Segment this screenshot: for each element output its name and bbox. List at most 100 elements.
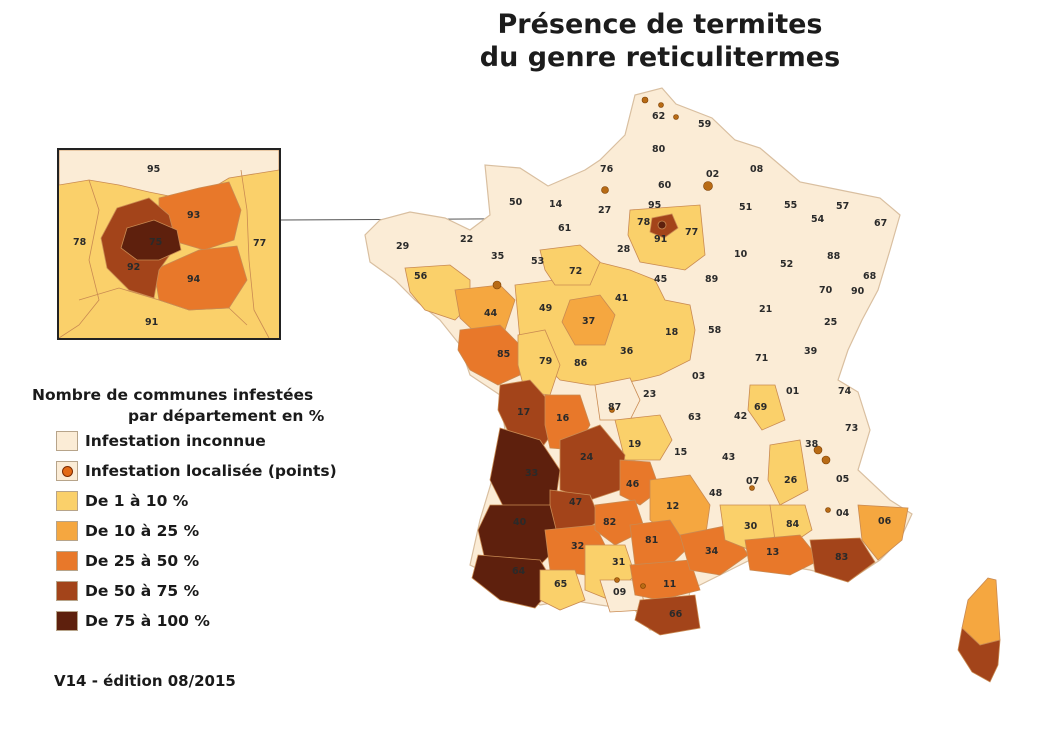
dep-label: 88 <box>827 251 841 262</box>
dep-label: 78 <box>637 217 651 228</box>
region-37 <box>561 294 616 346</box>
dep-label: 49 <box>539 303 552 314</box>
legend-label: Infestation inconnue <box>85 432 266 450</box>
dep-label: 73 <box>845 423 858 434</box>
dep-label: 72 <box>569 266 582 277</box>
region-64 <box>471 554 556 609</box>
dep-label: 81 <box>645 535 658 546</box>
legend-label: De 1 à 10 % <box>85 492 189 510</box>
dep-label: 05 <box>836 474 849 485</box>
inset-border-east <box>240 169 270 338</box>
dep-label: 08 <box>750 164 764 175</box>
dep-label: 09 <box>613 587 626 598</box>
dep-label: 91 <box>654 234 667 245</box>
point-62a <box>641 96 649 104</box>
dep-label: 57 <box>836 201 849 212</box>
legend: Nombre de communes infestées par départe… <box>32 385 392 637</box>
region-06 <box>857 504 909 561</box>
dep-label: 32 <box>571 541 584 552</box>
dep-label: 60 <box>658 180 672 191</box>
dep-label: 71 <box>755 353 768 364</box>
dep-label: 65 <box>554 579 567 590</box>
region-26 <box>767 439 809 506</box>
department-labels: 62 59 80 76 02 08 60 50 14 27 95 51 55 5… <box>396 111 892 620</box>
dep-label: 42 <box>734 411 747 422</box>
dep-label: 03 <box>692 371 705 382</box>
dep-label: 74 <box>838 386 852 397</box>
dep-label: 28 <box>617 244 631 255</box>
legend-item-50-75: De 50 à 75 % <box>56 577 392 607</box>
inset-label-75: 75 <box>149 237 162 248</box>
legend-item-75-100: De 75 à 100 % <box>56 607 392 637</box>
dep-label: 68 <box>863 271 877 282</box>
region-idf-outer <box>627 204 706 271</box>
point-62c <box>673 114 679 120</box>
point-07 <box>749 485 755 491</box>
dep-label: 63 <box>688 412 701 423</box>
dep-label: 79 <box>539 356 552 367</box>
dep-label: 37 <box>582 316 595 327</box>
dep-label: 29 <box>396 241 409 252</box>
dep-label: 24 <box>580 452 594 463</box>
dep-label: 53 <box>531 256 544 267</box>
region-75 <box>657 220 667 230</box>
dep-label: 56 <box>414 271 428 282</box>
point-09a <box>614 577 620 583</box>
paris-inset: 95 78 75 92 93 94 91 77 <box>57 148 281 340</box>
dep-label: 51 <box>739 202 752 213</box>
legend-swatch <box>56 461 78 481</box>
map-title-line1: Présence de termites <box>497 9 823 40</box>
dep-label: 46 <box>626 479 640 490</box>
dep-label: 43 <box>722 452 735 463</box>
region-81 <box>629 519 689 571</box>
inset-border-south <box>78 287 248 326</box>
dep-label: 25 <box>824 317 837 328</box>
infestation-points <box>492 96 831 589</box>
region-13 <box>744 534 821 576</box>
legend-label: Infestation localisée (points) <box>85 462 337 480</box>
dep-label: 35 <box>491 251 504 262</box>
dep-label: 58 <box>708 325 722 336</box>
legend-swatch <box>56 551 78 571</box>
legend-label: De 25 à 50 % <box>85 552 200 570</box>
dep-label: 06 <box>878 516 892 527</box>
dep-label: 33 <box>525 468 538 479</box>
dep-label: 30 <box>744 521 758 532</box>
point-marker-icon <box>62 466 73 477</box>
dep-label: 14 <box>549 199 563 210</box>
dep-label: 11 <box>663 579 676 590</box>
dep-label: 26 <box>784 475 798 486</box>
dep-label: 76 <box>600 164 614 175</box>
dep-label: 17 <box>517 407 530 418</box>
legend-title-line2: par département en % <box>128 407 325 425</box>
dep-label: 12 <box>666 501 679 512</box>
dep-label: 82 <box>603 517 616 528</box>
dep-label: 39 <box>804 346 817 357</box>
point-76 <box>601 186 609 194</box>
dep-label: 84 <box>786 519 800 530</box>
point-02 <box>703 181 713 191</box>
dep-label: 77 <box>685 227 698 238</box>
legend-item-10-25: De 10 à 25 % <box>56 517 392 547</box>
legend-item-25-50: De 25 à 50 % <box>56 547 392 577</box>
inset-label-92: 92 <box>127 262 140 273</box>
region-85 <box>457 324 521 386</box>
dep-label: 18 <box>665 327 679 338</box>
point-09b <box>640 583 646 589</box>
dep-label: 47 <box>569 497 582 508</box>
inset-label-93: 93 <box>187 210 200 221</box>
point-35 <box>492 280 502 290</box>
legend-label: De 75 à 100 % <box>85 612 210 630</box>
dep-label: 34 <box>705 546 719 557</box>
dep-label: 80 <box>652 144 666 155</box>
point-62b <box>658 102 664 108</box>
dep-label: 66 <box>669 609 683 620</box>
region-72 <box>539 244 601 286</box>
legend-title-line1: Nombre de communes infestées <box>32 386 314 404</box>
dep-label: 10 <box>734 249 748 260</box>
inset-label-77: 77 <box>253 238 266 249</box>
point-38a <box>813 445 823 455</box>
region-11 <box>629 559 701 601</box>
legend-item-unknown: Infestation inconnue <box>56 427 392 457</box>
dep-label: 55 <box>784 200 797 211</box>
